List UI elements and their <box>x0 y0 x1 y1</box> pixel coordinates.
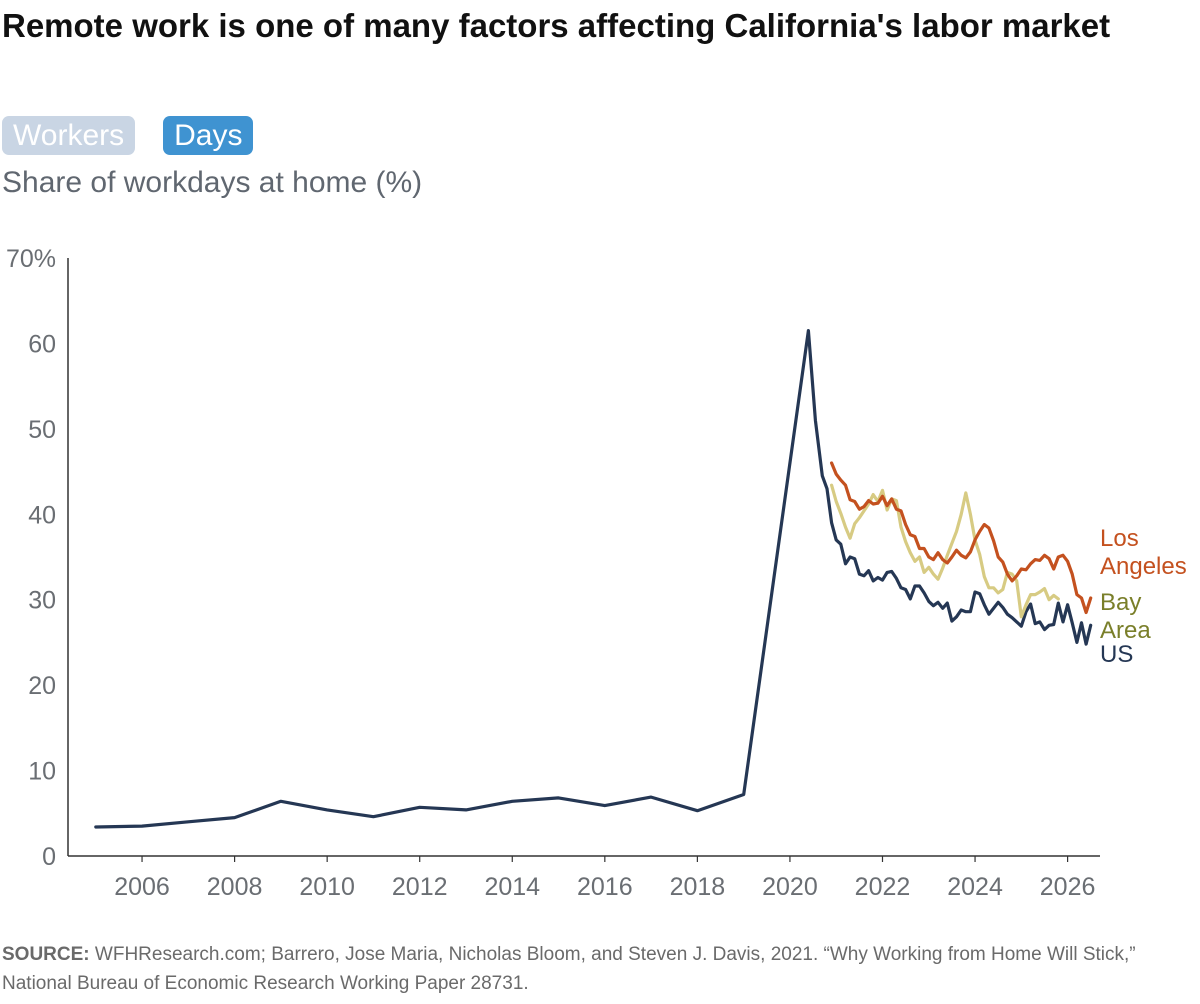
x-tick-label: 2010 <box>299 873 355 901</box>
y-tick-label: 20 <box>28 672 56 700</box>
x-tick-label: 2016 <box>577 873 633 901</box>
source-note: SOURCE: WFHResearch.com; Barrero, Jose M… <box>2 940 1192 998</box>
workers-toggle-button[interactable]: Workers <box>2 116 136 155</box>
chart-title: Remote work is one of many factors affec… <box>2 7 1111 44</box>
x-tick-label: 2006 <box>114 873 170 901</box>
series-label: Bay <box>1100 589 1141 616</box>
y-tick-label: 10 <box>28 758 56 786</box>
x-tick-label: 2024 <box>947 873 1003 901</box>
y-axis-ticks: 0 10 20 30 40 50 60 70% <box>6 245 56 871</box>
series-label: Area <box>1100 617 1151 644</box>
y-tick-label: 0 <box>42 843 56 871</box>
y-tick-label: 40 <box>28 501 56 529</box>
x-tick-label: 2014 <box>484 873 540 901</box>
line-chart: 0 10 20 30 40 50 60 70% 2006 2008 2010 2012 2014 201… <box>6 245 1187 901</box>
y-tick-label: 70% <box>6 245 56 273</box>
x-tick-label: 2012 <box>392 873 448 901</box>
x-tick-label: 2022 <box>855 873 911 901</box>
days-toggle-button[interactable]: Days <box>163 116 254 155</box>
x-tick-label: 2018 <box>670 873 726 901</box>
y-tick-label: 50 <box>28 416 56 444</box>
series-label: US <box>1100 641 1133 668</box>
y-tick-label: 30 <box>28 587 56 615</box>
x-axis-ticks: 2006 2008 2010 2012 2014 2016 2018 2020 2022 2024… <box>114 856 1095 901</box>
source-text: WFHResearch.com; Barrero, Jose Maria, Ni… <box>2 944 1136 994</box>
metric-toggle-group: Workers Days <box>2 116 254 155</box>
x-tick-label: 2008 <box>207 873 263 901</box>
y-tick-label: 60 <box>28 330 56 358</box>
series-label: Los <box>1100 525 1139 552</box>
series-label: Angeles <box>1100 553 1187 580</box>
chart-subtitle: Share of workdays at home (%) <box>2 166 423 199</box>
x-tick-label: 2020 <box>762 873 818 901</box>
series-line-us <box>94 329 1093 829</box>
series-line-los-angeles <box>830 461 1093 615</box>
source-label: SOURCE: <box>2 944 90 965</box>
series-lines <box>94 329 1093 829</box>
x-tick-label: 2026 <box>1040 873 1096 901</box>
